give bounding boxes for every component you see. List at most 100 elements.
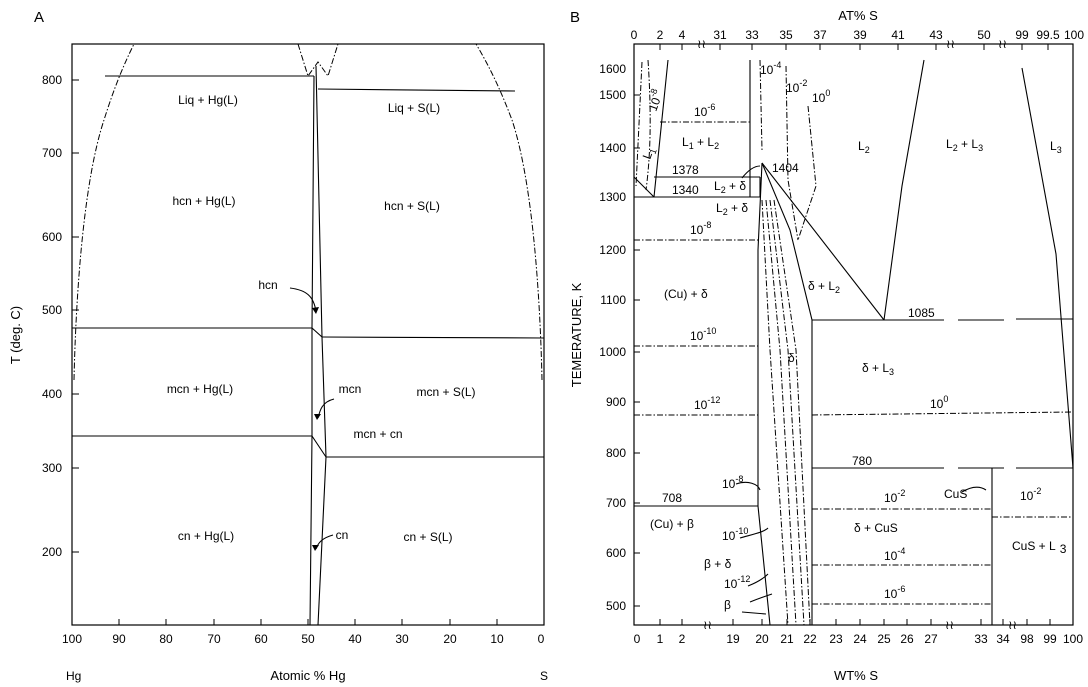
b-top-break-3: ≀≀ xyxy=(998,37,1007,51)
b-region-l2l3: L2 + L3 xyxy=(946,137,983,153)
a-xtick-0: 0 xyxy=(538,632,545,646)
b-temp-780: 780 xyxy=(852,454,872,468)
b-p-m8-upper: 10-8 xyxy=(690,220,711,237)
a-ytick-400: 400 xyxy=(42,387,62,401)
b-bot-19: 19 xyxy=(726,632,740,646)
b-p-m12-upper: 10-12 xyxy=(694,395,720,412)
a-x-axis-title: Atomic % Hg xyxy=(270,668,345,683)
b-top-35: 35 xyxy=(779,28,793,42)
svg-text:10-4: 10-4 xyxy=(884,546,905,563)
panel-a: A 200 300 400 500 600 700 800 100 90 80 xyxy=(8,9,548,683)
b-cus-arrow xyxy=(961,486,987,493)
svg-text:10-12: 10-12 xyxy=(694,395,720,412)
b-delta-iso-1 xyxy=(761,199,789,626)
a-liquidus-left xyxy=(73,43,135,381)
b-top-39: 39 xyxy=(853,28,867,42)
b-top-31: 31 xyxy=(713,28,727,42)
b-l1-wedge xyxy=(633,176,655,198)
b-top-axis-title: AT% S xyxy=(838,8,878,23)
b-bot-break-2: ≀≀ xyxy=(945,618,954,632)
a-region-cn-hg: cn + Hg(L) xyxy=(178,529,234,543)
b-bottom-ticks: 0 1 2 19 20 21 22 23 24 25 26 27 33 34 9… xyxy=(634,618,1084,646)
b-region-delta-l2: δ + L2 xyxy=(808,279,840,295)
a-xtick-70: 70 xyxy=(207,632,221,646)
b-top-41: 41 xyxy=(891,28,905,42)
a-ytick-700: 700 xyxy=(42,146,62,160)
b-top-break-2: ≀≀ xyxy=(946,37,955,51)
a-ytick-500: 500 xyxy=(42,303,62,317)
b-bot-break-1: ≀≀ xyxy=(703,618,712,632)
b-beta-arrow xyxy=(741,611,767,615)
b-iso-zero-lower xyxy=(811,411,1074,416)
b-ytick-700: 700 xyxy=(606,496,626,510)
b-top-4: 4 xyxy=(679,28,686,42)
b-bot-22: 22 xyxy=(803,632,817,646)
b-ytick-1000: 1000 xyxy=(599,345,626,359)
svg-text:10-8: 10-8 xyxy=(643,87,666,113)
b-p-m10-upper: 10-10 xyxy=(690,326,716,343)
a-cn-arrow xyxy=(315,534,334,550)
a-xtick-30: 30 xyxy=(395,632,409,646)
a-region-cn-s: cn + S(L) xyxy=(403,530,452,544)
b-delta-iso-4 xyxy=(773,199,811,626)
b-p-m4-lower: 10-4 xyxy=(884,546,905,563)
a-ytick-300: 300 xyxy=(42,461,62,475)
b-region-l2: L2 xyxy=(858,139,870,155)
b-p-m6-upper: 10-6 xyxy=(694,102,715,119)
b-ytick-500: 500 xyxy=(606,599,626,613)
b-iso-m4-upper xyxy=(759,59,763,151)
b-bot-34: 34 xyxy=(996,632,1010,646)
a-xtick-60: 60 xyxy=(254,632,268,646)
a-xtick-100: 100 xyxy=(62,632,82,646)
b-ytick-800: 800 xyxy=(606,446,626,460)
b-top-33: 33 xyxy=(745,28,759,42)
a-line-790-right xyxy=(317,88,516,92)
b-top-2: 2 xyxy=(657,28,664,42)
b-temp-1378: 1378 xyxy=(672,163,699,177)
a-xtick-10: 10 xyxy=(490,632,504,646)
b-p-zero-lower: 100 xyxy=(930,394,948,411)
panel-a-y-ticks: 200 300 400 500 600 700 800 xyxy=(42,73,79,559)
svg-text:10-6: 10-6 xyxy=(884,584,905,601)
a-mcn-step xyxy=(311,435,327,458)
a-region-hcn-s: hcn + S(L) xyxy=(384,199,440,213)
a-mcn-arrowhead xyxy=(314,414,321,420)
b-bot-99: 99 xyxy=(1043,632,1057,646)
a-region-mcn-cn: mcn + cn xyxy=(353,427,402,441)
svg-text:10-8: 10-8 xyxy=(690,220,711,237)
b-bot-100: 100 xyxy=(1063,632,1083,646)
b-delta-right-boundary xyxy=(761,162,813,625)
b-region-l2-delta-lower: L2 + δ xyxy=(716,201,748,217)
a-region-hcn-hg: hcn + Hg(L) xyxy=(172,194,235,208)
b-p-m8-delta: 10-8 xyxy=(722,474,743,491)
panel-a-x-ticks: 100 90 80 70 60 50 40 30 20 10 0 xyxy=(62,619,545,646)
b-temp-1404: 1404 xyxy=(772,161,799,175)
b-1404-arrow xyxy=(741,165,761,179)
b-p-m2-cus: 10-2 xyxy=(1020,486,1041,503)
a-xtick-40: 40 xyxy=(348,632,362,646)
b-bot-26: 26 xyxy=(900,632,914,646)
a-xtick-90: 90 xyxy=(112,632,126,646)
svg-text:10-12: 10-12 xyxy=(724,574,750,591)
b-delta-iso-2 xyxy=(765,199,797,626)
a-ytick-800: 800 xyxy=(42,73,62,87)
b-top-37: 37 xyxy=(813,28,827,42)
b-bot-98: 98 xyxy=(1020,632,1034,646)
a-label-cn: cn xyxy=(336,528,349,542)
b-region-delta-cus: δ + CuS xyxy=(854,521,898,535)
b-temp-1085: 1085 xyxy=(908,306,935,320)
b-m12-arrow xyxy=(749,593,773,603)
b-region-beta-delta: β + δ xyxy=(704,557,732,571)
b-region-l3: L3 xyxy=(1050,139,1062,155)
b-region-labels: L1 L1 + L2 L2 L2 + L3 L3 L2 + δ L2 + δ (… xyxy=(640,135,1067,612)
b-top-50: 50 xyxy=(977,28,991,42)
b-region-l1: L1 xyxy=(640,145,659,161)
a-region-liq-hg: Liq + Hg(L) xyxy=(178,93,238,107)
b-y-ticks: 500 600 700 800 900 1000 1100 1200 1300 … xyxy=(599,43,640,613)
a-xtick-50: 50 xyxy=(301,632,315,646)
a-liquidus-right xyxy=(475,43,543,381)
b-p-m12-delta: 10-12 xyxy=(724,574,750,591)
a-x-end-left: Hg xyxy=(66,669,81,683)
svg-text:10-4: 10-4 xyxy=(760,60,781,77)
